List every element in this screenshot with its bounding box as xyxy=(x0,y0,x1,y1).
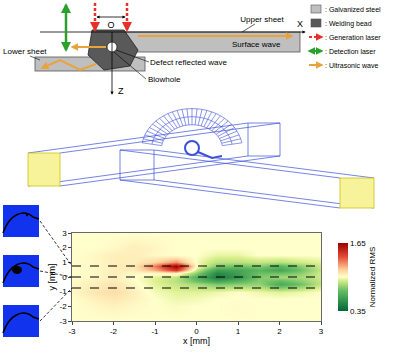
svg-text:0.35: 0.35 xyxy=(350,307,366,316)
svg-text:-1: -1 xyxy=(151,327,159,336)
svg-text:Normalized RMS: Normalized RMS xyxy=(368,247,377,307)
svg-text:2: 2 xyxy=(62,243,67,252)
svg-text:: Galvanized steel: : Galvanized steel xyxy=(325,6,381,13)
svg-text:3: 3 xyxy=(62,229,67,238)
svg-text:y [mm]: y [mm] xyxy=(47,264,57,291)
svg-text:Blowhole: Blowhole xyxy=(148,75,181,84)
svg-text:-1: -1 xyxy=(59,287,67,296)
svg-text:1.65: 1.65 xyxy=(350,239,366,248)
svg-text:2: 2 xyxy=(277,327,282,336)
svg-text:: Welding bead: : Welding bead xyxy=(325,20,372,28)
svg-text:Lower sheet: Lower sheet xyxy=(3,47,47,56)
svg-text:Surface wave: Surface wave xyxy=(232,40,281,49)
svg-text:: Ultrasonic wave: : Ultrasonic wave xyxy=(325,62,378,69)
svg-text:x [mm]: x [mm] xyxy=(183,336,210,346)
svg-text:3: 3 xyxy=(319,327,324,336)
svg-text:0: 0 xyxy=(62,273,67,282)
svg-text:0: 0 xyxy=(194,327,199,336)
svg-text:: Generation laser: : Generation laser xyxy=(325,34,381,41)
svg-text:-2: -2 xyxy=(59,302,67,311)
svg-text:: Detection laser: : Detection laser xyxy=(325,48,376,55)
svg-text:Upper sheet: Upper sheet xyxy=(240,15,284,24)
svg-text:Defect reflected wave: Defect reflected wave xyxy=(150,58,227,67)
svg-text:X: X xyxy=(297,19,303,29)
svg-text:1: 1 xyxy=(62,258,67,267)
svg-text:-3: -3 xyxy=(68,327,76,336)
svg-text:-2: -2 xyxy=(110,327,118,336)
svg-text:Z: Z xyxy=(118,86,124,96)
svg-text:O: O xyxy=(107,20,114,30)
svg-text:-3: -3 xyxy=(59,317,67,326)
svg-text:1: 1 xyxy=(236,327,241,336)
